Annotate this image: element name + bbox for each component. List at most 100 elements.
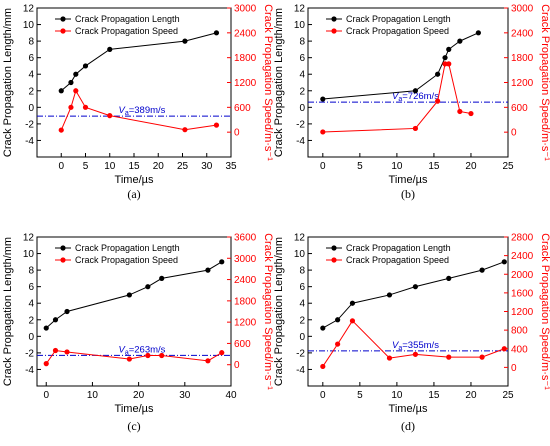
x-axis-label: Time/µs	[389, 403, 428, 415]
chart-panel-4: 0 5 10 15 20 25 -4 -2 0 2 4 6 8 10 12 0 400 800 1200 1600 20…	[273, 233, 550, 434]
data-point-speed	[68, 104, 74, 110]
data-point-speed	[145, 352, 151, 359]
data-point-length	[349, 300, 356, 306]
x-tick-label: 15	[428, 390, 440, 401]
data-point-length	[126, 292, 132, 298]
y-left-tick-label: -4	[25, 136, 34, 147]
y-right-tick-label: 600	[234, 339, 251, 350]
data-point-speed	[335, 341, 341, 347]
legend-swatch-marker	[60, 245, 66, 251]
y-right-tick-label: 1800	[234, 53, 257, 64]
y-left-axis-label: Crack Propagation Length/mm	[273, 237, 285, 386]
y-left-tick-label: -2	[296, 348, 305, 359]
y-left-tick-label: 12	[294, 233, 306, 244]
y-right-tick-label: 1200	[511, 307, 534, 318]
y-left-tick-label: 12	[23, 233, 35, 244]
data-point-length	[213, 30, 220, 36]
y-left-tick-label: 8	[299, 266, 305, 277]
legend-label: Crack Propagation Speed	[346, 26, 449, 36]
data-point-speed	[412, 125, 419, 132]
data-point-length	[73, 71, 79, 77]
y-left-tick-label: 2	[299, 315, 305, 326]
average-label-v: V	[118, 344, 126, 355]
data-point-speed	[446, 354, 452, 360]
data-point-length	[43, 325, 49, 331]
y-right-axis-label: Crack Propagation Speed/m·s⁻¹	[539, 4, 550, 161]
data-point-speed	[468, 110, 474, 117]
legend-label: Crack Propagation Speed	[75, 255, 178, 265]
x-tick-label: 10	[391, 161, 403, 172]
y-right-tick-label: 800	[511, 326, 528, 337]
x-tick-label: 10	[391, 390, 403, 401]
y-left-tick-label: 2	[28, 86, 34, 97]
y-left-tick-label: 4	[299, 70, 305, 81]
x-axis-label: Time/µs	[115, 403, 154, 415]
legend-swatch-marker	[331, 257, 337, 263]
y-left-tick-label: 10	[23, 249, 35, 260]
data-point-speed	[58, 127, 64, 133]
data-point-speed	[320, 129, 326, 135]
data-point-speed	[219, 350, 225, 356]
data-point-speed	[159, 352, 165, 359]
y-left-tick-label: 12	[294, 4, 306, 15]
x-tick-label: 20	[465, 161, 477, 172]
data-point-speed	[182, 127, 188, 133]
legend-swatch-marker	[60, 16, 66, 22]
y-right-tick-label: 0	[234, 360, 240, 371]
data-point-speed	[457, 108, 463, 115]
data-point-length	[159, 275, 165, 281]
x-tick-label: 10	[87, 390, 99, 401]
x-tick-label: 0	[320, 390, 326, 401]
series-line-length	[60, 32, 217, 92]
y-left-tick-label: 6	[299, 53, 305, 64]
y-right-tick-label: 0	[234, 128, 240, 139]
data-point-length	[446, 46, 452, 52]
data-point-length	[435, 71, 441, 77]
y-right-tick-label: 2400	[511, 251, 534, 262]
legend-swatch-marker	[60, 28, 66, 34]
y-right-tick-label: 1800	[234, 296, 257, 307]
data-point-speed	[107, 113, 113, 119]
legend-swatch-marker	[60, 257, 66, 263]
y-left-tick-label: 2	[28, 315, 34, 326]
y-right-tick-label: 0	[511, 363, 517, 374]
data-point-length	[205, 267, 211, 273]
y-left-tick-label: 4	[299, 299, 305, 310]
data-point-length	[145, 284, 151, 290]
average-speed-label: Va=355m/s	[392, 340, 439, 352]
y-left-tick-label: -4	[296, 365, 305, 376]
y-right-tick-label: 600	[234, 103, 251, 114]
data-point-length	[219, 259, 225, 265]
legend-label: Crack Propagation Speed	[346, 255, 449, 265]
legend-label: Crack Propagation Length	[346, 14, 451, 24]
data-point-length	[182, 38, 188, 44]
y-left-tick-label: -4	[25, 365, 34, 376]
y-right-tick-label: 600	[511, 103, 528, 114]
y-right-tick-label: 2000	[511, 270, 534, 281]
data-point-speed	[213, 122, 220, 128]
x-tick-label: 15	[128, 161, 140, 172]
data-point-speed	[205, 358, 211, 364]
panel-letter: (c)	[127, 419, 140, 433]
data-point-length	[412, 284, 419, 290]
legend-label: Crack Propagation Speed	[75, 26, 178, 36]
average-label-sub: a	[398, 96, 402, 103]
data-point-length	[107, 46, 113, 52]
x-tick-label: 15	[428, 161, 440, 172]
average-label-v: V	[118, 105, 126, 116]
average-label-value: =263m/s	[129, 344, 166, 355]
y-left-tick-label: 4	[28, 70, 34, 81]
data-point-speed	[349, 318, 356, 324]
y-right-tick-label: 1200	[234, 78, 257, 89]
average-label-value: =355m/s	[402, 340, 439, 351]
data-point-length	[457, 38, 463, 44]
average-label-value: =726m/s	[402, 91, 439, 102]
y-left-tick-label: 4	[28, 299, 34, 310]
x-tick-label: 35	[225, 161, 237, 172]
y-left-tick-label: 10	[294, 249, 306, 260]
y-right-tick-label: 1600	[511, 288, 534, 299]
plot-frame	[36, 236, 232, 387]
y-right-tick-label: 3000	[511, 4, 534, 15]
panel-letter: (d)	[401, 419, 415, 433]
y-right-tick-label: 0	[511, 128, 517, 139]
